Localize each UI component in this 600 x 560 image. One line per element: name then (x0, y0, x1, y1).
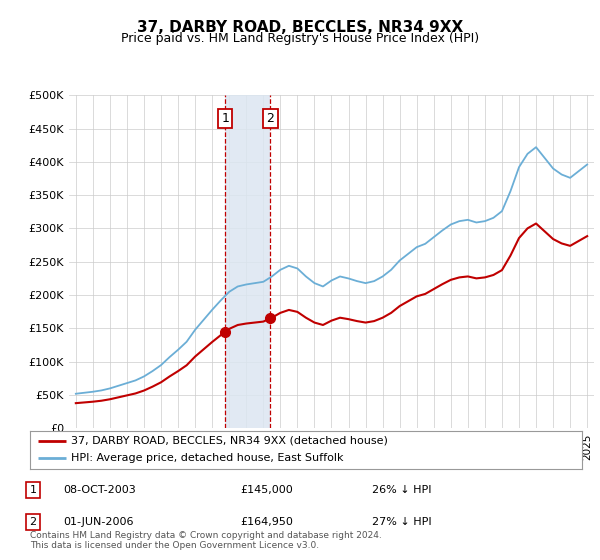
Bar (226, 95, 271, 428)
Text: 1: 1 (221, 112, 229, 125)
Text: £145,000: £145,000 (240, 485, 293, 495)
Text: Price paid vs. HM Land Registry's House Price Index (HPI): Price paid vs. HM Land Registry's House … (121, 32, 479, 45)
Text: 26% ↓ HPI: 26% ↓ HPI (372, 485, 431, 495)
Text: 2: 2 (266, 112, 274, 125)
Text: 2: 2 (29, 517, 37, 527)
Text: 37, DARBY ROAD, BECCLES, NR34 9XX (detached house): 37, DARBY ROAD, BECCLES, NR34 9XX (detac… (71, 436, 388, 446)
Text: HPI: Average price, detached house, East Suffolk: HPI: Average price, detached house, East… (71, 454, 344, 464)
Text: £164,950: £164,950 (240, 517, 293, 527)
Text: 08-OCT-2003: 08-OCT-2003 (63, 485, 136, 495)
Text: Contains HM Land Registry data © Crown copyright and database right 2024.
This d: Contains HM Land Registry data © Crown c… (30, 530, 382, 550)
Text: 27% ↓ HPI: 27% ↓ HPI (372, 517, 431, 527)
Text: 37, DARBY ROAD, BECCLES, NR34 9XX: 37, DARBY ROAD, BECCLES, NR34 9XX (137, 20, 463, 35)
Text: 1: 1 (29, 485, 37, 495)
Text: 01-JUN-2006: 01-JUN-2006 (63, 517, 133, 527)
